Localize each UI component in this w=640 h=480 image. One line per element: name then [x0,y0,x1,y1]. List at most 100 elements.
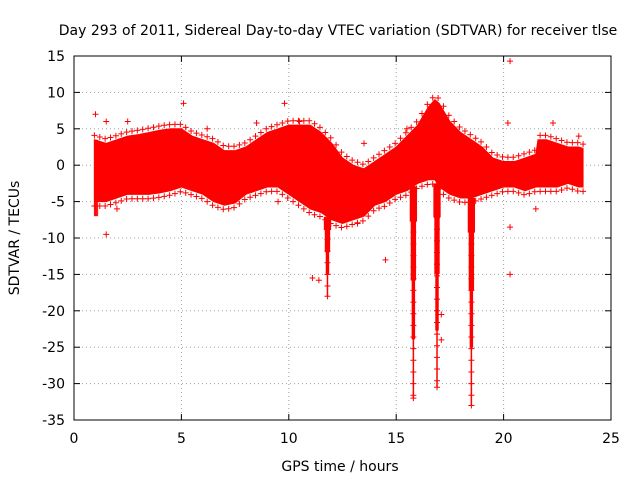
edge-point [182,124,189,131]
edge-point [123,196,130,203]
edge-point [182,189,189,196]
dip-point [434,366,441,373]
edge-point [456,198,463,205]
dip-point [410,217,417,224]
edge-point [478,138,485,145]
edge-point [134,127,141,134]
dip-point [434,249,441,256]
edge-point [445,194,452,201]
edge-point [311,120,318,127]
dip-point [434,319,441,326]
edge-point [155,123,162,130]
edge-point [306,209,313,216]
edge-point [102,202,109,209]
edge-point [300,205,307,212]
edge-point [161,122,168,129]
edge-point [488,192,495,199]
sdtvar-band [93,98,584,224]
x-tick-label: 10 [280,431,298,447]
edge-point [392,196,399,203]
edge-point [128,195,135,202]
dip-point [468,368,475,375]
dip-point [468,275,475,282]
edge-point [435,95,442,102]
edge-point [311,211,318,218]
dip-point [324,259,331,266]
dip-point [434,342,441,349]
dip-point [468,334,475,341]
edge-point [209,202,216,209]
edge-point [145,195,152,202]
edge-point [558,186,565,193]
edge-point [580,188,587,195]
outlier-point [180,100,187,107]
edge-point [107,134,114,141]
edge-point [284,194,291,201]
edge-point [257,129,264,136]
edge-point [445,112,452,119]
outlier-point [507,58,514,65]
edge-point [279,191,286,198]
edge-point [225,143,232,150]
outlier-point [204,125,211,132]
edge-point [236,200,243,207]
dip-point [434,261,441,268]
edge-point [526,190,533,197]
edge-point [418,183,425,190]
outlier-point [315,277,322,284]
edge-point [553,135,560,142]
edge-point [118,197,125,204]
dip-point [410,299,417,306]
dip-point [468,217,475,224]
dip-point [410,275,417,282]
edge-point [563,139,570,146]
edge-point [316,124,323,131]
y-tick-label: 5 [56,122,65,138]
outlier-point [403,125,410,132]
edge-point [483,144,490,150]
edge-point [542,188,549,195]
dip-point [434,237,441,244]
edge-point [504,154,511,161]
edge-point [553,188,560,195]
outlier-point [275,198,282,205]
dip-point [468,205,475,212]
edge-point [574,188,581,195]
outlier-point [309,275,316,282]
x-tick-label: 15 [387,431,405,447]
edge-point [504,188,511,195]
edge-point [268,188,275,195]
edge-point [397,194,404,201]
edge-point [268,123,275,130]
edge-point [225,205,232,212]
grid [74,56,611,420]
dip-point [434,191,441,198]
edge-point [193,193,200,200]
edge-point [338,224,345,231]
outlier-point [281,100,288,107]
edge-point [418,110,425,117]
outlier-point [113,205,120,212]
edge-point [488,149,495,156]
edge-point [478,196,485,203]
y-tick-label: -5 [51,195,65,211]
edge-point [112,199,119,206]
dip-point [468,380,475,387]
edge-point [563,185,570,192]
edge-point [128,128,135,135]
outlier-point [504,119,511,126]
edge-point [386,200,393,207]
outlier-point [438,336,445,343]
edge-point [429,94,436,101]
edge-point [220,206,227,213]
dip-point [324,283,331,290]
dip-point [434,307,441,314]
edge-point [537,188,544,195]
edge-point [150,124,157,131]
outlier-point [438,311,445,318]
edge-point [343,223,350,230]
dip-point [434,214,441,221]
y-tick-label: -25 [42,340,65,356]
edge-point [333,222,340,229]
edge-point [343,153,350,160]
